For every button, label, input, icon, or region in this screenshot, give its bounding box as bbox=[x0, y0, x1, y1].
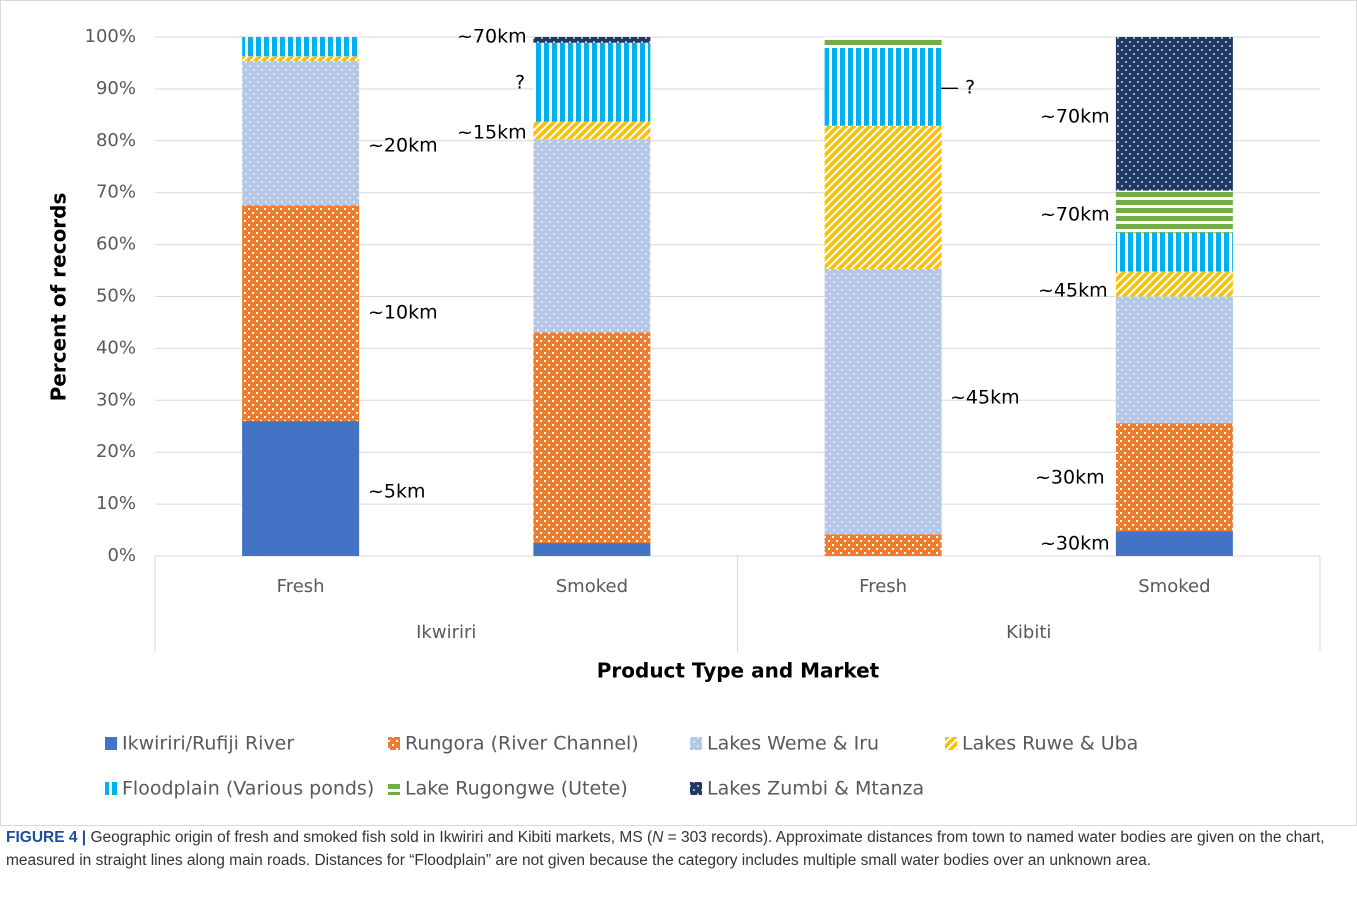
legend-label: Ikwiriri/Rufiji River bbox=[122, 733, 294, 755]
y-tick-label: 80% bbox=[96, 130, 136, 151]
annotation: ~70km bbox=[457, 26, 527, 48]
legend-swatch bbox=[945, 737, 957, 750]
y-tick-label: 70% bbox=[96, 182, 136, 203]
annotation: ~15km bbox=[457, 122, 527, 144]
legend-swatch bbox=[388, 782, 400, 795]
bar-segment bbox=[533, 332, 651, 544]
annotation: ~10km bbox=[368, 302, 438, 324]
bar-segment bbox=[824, 534, 942, 556]
bar-segment bbox=[1115, 531, 1233, 556]
annotation: ~70km bbox=[1040, 106, 1110, 128]
bar-segment bbox=[1115, 232, 1233, 272]
x-tick-label: Fresh bbox=[859, 576, 907, 597]
bar-segment bbox=[824, 37, 942, 48]
bar-segment bbox=[242, 60, 360, 206]
legend-label: Floodplain (Various ponds) bbox=[122, 778, 374, 800]
bar-segment bbox=[1115, 37, 1233, 191]
caption-text: Geographic origin of fresh and smoked fi… bbox=[90, 829, 653, 846]
legend-swatch bbox=[690, 737, 702, 750]
x-tick-label: Smoked bbox=[556, 576, 628, 597]
bar-segment bbox=[533, 37, 651, 43]
y-tick-label: 100% bbox=[85, 26, 136, 47]
annotation: — ? bbox=[940, 77, 975, 99]
bar-segment bbox=[824, 47, 942, 126]
bar-segment bbox=[242, 37, 360, 57]
legend-label: Lakes Weme & Iru bbox=[707, 733, 879, 755]
y-tick-label: 0% bbox=[107, 545, 136, 566]
group-label: Kibiti bbox=[1006, 622, 1051, 643]
bar-segment bbox=[1115, 190, 1233, 233]
y-tick-label: 30% bbox=[96, 389, 136, 410]
bar-segment bbox=[824, 268, 942, 535]
bar-segment bbox=[533, 42, 651, 122]
caption-text: N bbox=[652, 829, 664, 846]
y-tick-label: 50% bbox=[96, 286, 136, 307]
bar-segment bbox=[242, 421, 360, 556]
legend-label: Lakes Zumbi & Mtanza bbox=[707, 778, 924, 800]
bar-segment bbox=[533, 543, 651, 556]
caption-text: = 303 records). Approximate distances fr… bbox=[6, 829, 1325, 869]
x-tick-label: Fresh bbox=[277, 576, 325, 597]
bar-segment bbox=[1115, 423, 1233, 532]
legend-swatch bbox=[105, 737, 117, 750]
y-axis-title: Percent of records bbox=[47, 193, 71, 402]
annotation: ~5km bbox=[368, 481, 426, 503]
y-tick-label: 10% bbox=[96, 493, 136, 514]
legend-label: Lakes Ruwe & Uba bbox=[962, 733, 1138, 755]
annotation: ~45km bbox=[950, 387, 1020, 409]
caption-label: FIGURE 4 | bbox=[6, 829, 87, 846]
bar-segment bbox=[242, 56, 360, 61]
legend-swatch bbox=[105, 782, 117, 795]
bar-segment bbox=[1115, 296, 1233, 424]
y-tick-label: 40% bbox=[96, 337, 136, 358]
annotation: ~20km bbox=[368, 135, 438, 157]
y-tick-label: 90% bbox=[96, 78, 136, 99]
group-label: Ikwiriri bbox=[416, 622, 476, 643]
legend-label: Lake Rugongwe (Utete) bbox=[405, 778, 628, 800]
caption: FIGURE 4 | Geographic origin of fresh an… bbox=[6, 827, 1346, 872]
bar-segment bbox=[242, 205, 360, 422]
bar-segment bbox=[533, 139, 651, 333]
bar-segment bbox=[1115, 271, 1233, 297]
bar-segment bbox=[824, 125, 942, 269]
chart: Percent of records Product Type and Mark… bbox=[0, 0, 1357, 826]
annotation: ~45km bbox=[1038, 280, 1108, 302]
annotation: ? bbox=[515, 72, 525, 94]
annotation: ~70km bbox=[1040, 204, 1110, 226]
legend-swatch bbox=[388, 737, 400, 750]
y-tick-label: 60% bbox=[96, 234, 136, 255]
legend-swatch bbox=[690, 782, 702, 795]
x-axis-title: Product Type and Market bbox=[597, 659, 880, 683]
annotation: ~30km bbox=[1040, 533, 1110, 555]
bar-segment bbox=[533, 121, 651, 140]
y-tick-label: 20% bbox=[96, 441, 136, 462]
annotation: ~30km bbox=[1035, 467, 1105, 489]
x-tick-label: Smoked bbox=[1138, 576, 1210, 597]
legend-label: Rungora (River Channel) bbox=[405, 733, 639, 755]
